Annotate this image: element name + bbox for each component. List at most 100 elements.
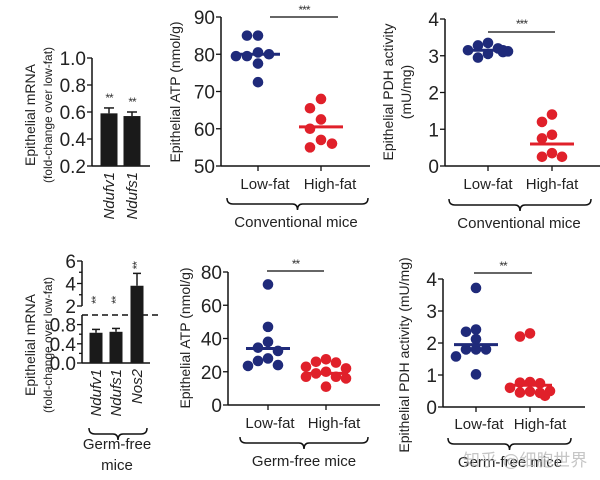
data-point-low-fat <box>241 30 253 41</box>
data-point-high-fat <box>546 129 558 141</box>
y-tick-label: 0.6 <box>60 103 86 124</box>
group-label-line1: Germ-free <box>83 436 151 453</box>
x-tick-label-high-fat: High-fat <box>304 176 357 193</box>
y-axis-sublabel: (fold-change over low-fat) <box>41 277 55 413</box>
group-label: Conventional mice <box>457 215 580 232</box>
data-point-high-fat <box>304 102 316 114</box>
y-axis-label: Epithelial PDH activity (mU/mg) <box>396 257 412 452</box>
data-point-low-fat <box>470 344 482 355</box>
panel-germfree-pdh: Epithelial PDH activity (mU/mg) Low-fat … <box>396 257 585 471</box>
data-point-low-fat <box>242 360 254 372</box>
significance-label: ** <box>499 259 508 273</box>
y-tick-label: 3 <box>426 302 437 323</box>
data-point-high-fat <box>300 361 312 373</box>
group-label: Germ-free mice <box>252 453 356 470</box>
data-point-low-fat <box>252 30 264 41</box>
y-tick-label: 20 <box>201 363 222 384</box>
y-tick-label: 1 <box>428 120 439 141</box>
significance-label: *** <box>516 17 528 31</box>
y-tick-label: 4 <box>65 275 76 296</box>
y-tick-label: 0.2 <box>60 157 86 178</box>
data-point-low-fat <box>230 50 242 62</box>
y-tick-label: 2 <box>65 297 76 318</box>
data-point-low-fat <box>262 279 274 290</box>
y-tick-label: 0.0 <box>50 354 76 375</box>
y-axis-label: Epithelial mRNA <box>22 63 38 166</box>
x-tick-label-low-fat: Low-fat <box>245 415 295 432</box>
y-axis-sublabel: (mU/mg) <box>398 65 414 119</box>
data-point-high-fat <box>514 331 526 342</box>
y-tick-label: 0.8 <box>60 76 86 97</box>
data-point-high-fat <box>340 373 352 384</box>
data-point-high-fat <box>320 353 332 365</box>
data-point-low-fat <box>480 344 492 355</box>
x-tick-label-high-fat: High-fat <box>308 415 361 432</box>
y-tick-label: 0.4 <box>60 130 87 151</box>
y-tick-label: 80 <box>201 263 222 284</box>
y-axis-sublabel: (fold-change over low-fat) <box>41 47 55 183</box>
data-point-high-fat <box>320 366 332 378</box>
x-tick-label-gene: Ndufs1 <box>124 172 141 220</box>
group-bracket <box>239 436 369 450</box>
y-tick-label: 6 <box>65 252 76 273</box>
group-label: Germ-free mice <box>458 454 562 471</box>
data-point-low-fat <box>470 369 482 380</box>
data-point-low-fat <box>241 50 253 62</box>
y-tick-label: 50 <box>194 157 215 178</box>
data-point-high-fat <box>315 134 327 146</box>
bar-nos2 <box>130 285 144 363</box>
data-point-high-fat <box>524 328 536 339</box>
data-point-low-fat <box>252 76 264 88</box>
data-point-low-fat <box>460 344 472 355</box>
group-label-line2: mice <box>101 457 133 474</box>
data-point-high-fat <box>536 116 548 128</box>
data-point-low-fat <box>470 333 482 345</box>
data-point-high-fat <box>330 357 342 368</box>
data-point-low-fat <box>262 336 274 348</box>
x-tick-label-low-fat: Low-fat <box>454 416 504 433</box>
y-tick-label: 40 <box>201 330 222 351</box>
bar-ndufv1 <box>100 113 118 166</box>
group-label: Conventional mice <box>234 214 357 231</box>
y-tick-label: 2 <box>426 334 437 355</box>
y-tick-label: 0 <box>428 157 439 178</box>
group-bracket <box>88 427 148 441</box>
data-point-low-fat <box>470 282 482 294</box>
panel-germfree-mrna: Epithelial mRNA (fold-change over low-fa… <box>22 252 158 474</box>
data-point-low-fat <box>262 353 274 364</box>
data-point-high-fat <box>310 356 322 368</box>
bar-ndufs1 <box>123 116 141 166</box>
data-point-high-fat <box>326 138 338 149</box>
y-tick-label: 4 <box>428 10 439 31</box>
panel-conventional-atp: Epithelial ATP (nmol/g) Low-fat High-fat… <box>167 3 370 231</box>
y-tick-label: 0 <box>211 396 222 417</box>
significance-label: ** <box>292 257 301 271</box>
data-point-low-fat <box>482 37 494 49</box>
significance-label: ** <box>109 295 123 304</box>
y-tick-label: 1 <box>426 366 437 387</box>
data-point-high-fat <box>340 363 352 374</box>
group-bracket <box>226 197 369 211</box>
panel-conventional-mrna: Epithelial mRNA (fold-change over low-fa… <box>22 47 150 220</box>
data-point-low-fat <box>262 321 274 333</box>
x-tick-label-gene: Ndufv1 <box>101 172 118 220</box>
y-tick-label: 1.0 <box>60 49 86 70</box>
y-tick-label: 60 <box>201 296 222 317</box>
data-point-high-fat <box>546 109 558 120</box>
data-point-low-fat <box>460 326 472 338</box>
data-point-low-fat <box>472 40 484 51</box>
significance-label: ** <box>130 261 144 270</box>
x-tick-label-gene: Ndufs1 <box>108 369 125 417</box>
significance-label: ** <box>89 295 103 304</box>
data-point-low-fat <box>252 355 264 367</box>
data-point-high-fat <box>320 381 332 393</box>
bar-ndufs1 <box>109 331 123 363</box>
y-tick-label: 0 <box>426 398 437 419</box>
x-tick-label-low-fat: Low-fat <box>240 176 290 193</box>
y-axis-label: Epithelial PDH activity <box>380 24 396 161</box>
data-point-high-fat <box>534 378 546 389</box>
data-point-high-fat <box>546 147 558 159</box>
data-point-high-fat <box>536 133 548 144</box>
data-point-high-fat <box>315 114 327 125</box>
x-tick-label-high-fat: High-fat <box>526 176 579 193</box>
